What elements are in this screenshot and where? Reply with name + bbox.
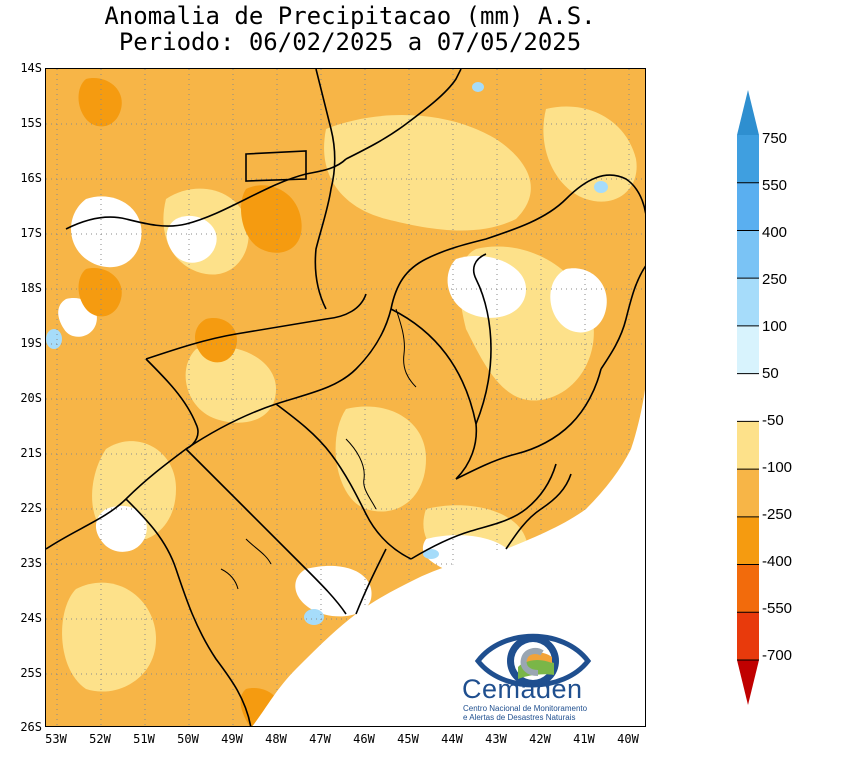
lat-tick-label: 17S	[20, 226, 42, 240]
near-normal-areas	[58, 196, 607, 617]
lon-tick-label: 40W	[617, 732, 639, 746]
lon-tick-label: 45W	[397, 732, 419, 746]
colorbar-segment	[737, 564, 759, 613]
colorbar-label: 400	[762, 224, 788, 241]
colorbar-label: 750	[762, 130, 788, 147]
lon-tick-label: 47W	[309, 732, 331, 746]
colorbar	[737, 90, 759, 705]
colorbar-segment	[737, 278, 759, 327]
colorbar-label: 100	[762, 318, 788, 335]
lon-tick-label: 43W	[485, 732, 507, 746]
lon-tick-label: 49W	[221, 732, 243, 746]
lon-tick-label: 41W	[573, 732, 595, 746]
colorbar-segment	[737, 660, 759, 705]
colorbar-segment	[737, 469, 759, 518]
precipitation-anomaly-map	[45, 68, 646, 727]
lat-tick-label: 20S	[20, 391, 42, 405]
river-lines	[220, 308, 417, 590]
lon-tick-label: 50W	[177, 732, 199, 746]
lon-tick-label: 51W	[133, 732, 155, 746]
colorbar-label: -250	[762, 506, 793, 523]
lat-tick-label: 22S	[20, 501, 42, 515]
lon-tick-label: 53W	[45, 732, 67, 746]
cemaden-logo-icon	[474, 633, 592, 688]
lat-tick-label: 25S	[20, 666, 42, 680]
colorbar-segment	[737, 373, 759, 422]
light-anomaly-areas	[62, 106, 637, 692]
lon-tick-label: 46W	[353, 732, 375, 746]
colorbar-segment	[737, 516, 759, 566]
lat-tick-label: 16S	[20, 171, 42, 185]
colorbar-label: 250	[762, 271, 788, 288]
colorbar-dividers	[737, 182, 759, 661]
lon-tick-label: 44W	[441, 732, 463, 746]
map-period: Periodo: 06/02/2025 a 07/05/2025	[118, 28, 582, 56]
colorbar-label: 50	[762, 365, 779, 382]
colorbar-segment	[737, 421, 759, 470]
basin-boundaries	[46, 69, 645, 726]
lat-tick-label: 18S	[20, 281, 42, 295]
colorbar-segment	[737, 90, 759, 135]
lon-tick-label: 42W	[529, 732, 551, 746]
colorbar-segment	[737, 612, 759, 661]
colorbar-segment	[737, 230, 759, 279]
lat-tick-label: 21S	[20, 446, 42, 460]
map-title: Anomalia de Precipitacao (mm) A.S.	[104, 2, 596, 30]
colorbar-label: -400	[762, 553, 793, 570]
colorbar-label: -50	[762, 412, 784, 429]
lat-tick-label: 23S	[20, 556, 42, 570]
map-canvas	[46, 69, 645, 726]
lat-tick-label: 19S	[20, 336, 42, 350]
lat-tick-label: 15S	[20, 116, 42, 130]
colorbar-label: -550	[762, 600, 793, 617]
colorbar-segments	[737, 90, 759, 705]
colorbar-segment	[737, 325, 759, 375]
lat-tick-label: 26S	[20, 720, 42, 734]
positive-anomaly-areas	[46, 82, 608, 625]
logo-wordmark: Cemaden	[462, 674, 583, 704]
logo-subtitle: Centro Nacional de Monitoramento	[463, 704, 588, 713]
colorbar-label: -700	[762, 647, 793, 664]
lat-tick-label: 14S	[20, 61, 42, 75]
lon-tick-label: 52W	[89, 732, 111, 746]
lon-tick-label: 48W	[265, 732, 287, 746]
colorbar-label: 550	[762, 177, 788, 194]
colorbar-segment	[737, 135, 759, 184]
logo-subtitle: e Alertas de Desastres Naturais	[463, 713, 576, 722]
colorbar-segment	[737, 182, 759, 231]
lat-tick-label: 24S	[20, 611, 42, 625]
colorbar-label: -100	[762, 459, 793, 476]
